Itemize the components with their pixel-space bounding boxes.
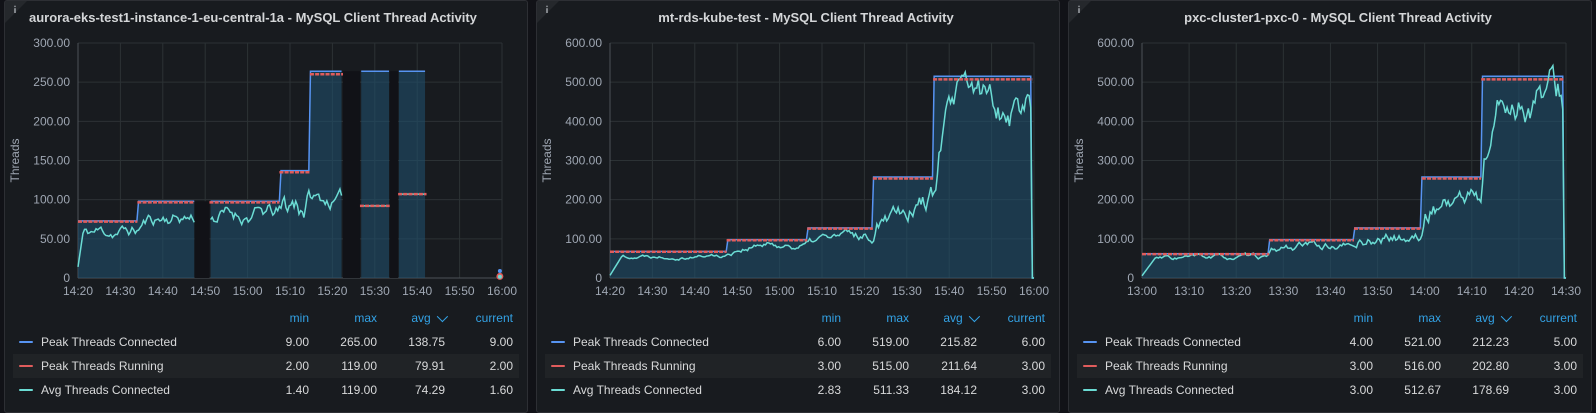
svg-text:14:30: 14:30	[1551, 284, 1581, 298]
svg-text:200.00: 200.00	[33, 114, 70, 128]
svg-text:14:50: 14:50	[190, 284, 220, 298]
svg-text:600.00: 600.00	[565, 36, 602, 50]
svg-text:16:00: 16:00	[487, 284, 517, 298]
svg-text:14:00: 14:00	[1410, 284, 1440, 298]
svg-text:150.00: 150.00	[33, 154, 70, 168]
svg-text:0: 0	[595, 271, 602, 285]
svg-text:14:20: 14:20	[63, 284, 93, 298]
svg-text:100.00: 100.00	[565, 232, 602, 246]
svg-text:100.00: 100.00	[1097, 232, 1134, 246]
svg-text:15:20: 15:20	[317, 284, 347, 298]
svg-text:15:50: 15:50	[977, 284, 1007, 298]
svg-text:13:30: 13:30	[1268, 284, 1298, 298]
svg-text:15:10: 15:10	[807, 284, 837, 298]
svg-text:15:30: 15:30	[360, 284, 390, 298]
svg-text:0: 0	[1127, 271, 1134, 285]
svg-text:13:00: 13:00	[1127, 284, 1157, 298]
svg-text:16:00: 16:00	[1019, 284, 1049, 298]
svg-text:50.00: 50.00	[40, 232, 70, 246]
svg-text:200.00: 200.00	[565, 193, 602, 207]
svg-text:15:40: 15:40	[934, 284, 964, 298]
svg-text:14:50: 14:50	[722, 284, 752, 298]
svg-text:13:50: 13:50	[1363, 284, 1393, 298]
svg-text:Threads: Threads	[8, 138, 22, 182]
svg-text:Threads: Threads	[540, 138, 554, 182]
svg-text:600.00: 600.00	[1097, 36, 1134, 50]
svg-text:14:10: 14:10	[1457, 284, 1487, 298]
svg-text:500.00: 500.00	[1097, 75, 1134, 89]
svg-text:15:00: 15:00	[765, 284, 795, 298]
svg-text:14:20: 14:20	[1504, 284, 1534, 298]
svg-text:300.00: 300.00	[33, 36, 70, 50]
svg-text:14:30: 14:30	[105, 284, 135, 298]
svg-text:300.00: 300.00	[565, 154, 602, 168]
svg-text:400.00: 400.00	[565, 114, 602, 128]
svg-text:400.00: 400.00	[1097, 114, 1134, 128]
svg-text:0: 0	[63, 271, 70, 285]
svg-text:14:40: 14:40	[680, 284, 710, 298]
svg-text:13:10: 13:10	[1174, 284, 1204, 298]
svg-text:13:20: 13:20	[1221, 284, 1251, 298]
svg-text:14:20: 14:20	[595, 284, 625, 298]
svg-text:300.00: 300.00	[1097, 154, 1134, 168]
svg-text:15:10: 15:10	[275, 284, 305, 298]
svg-text:15:40: 15:40	[402, 284, 432, 298]
svg-text:15:30: 15:30	[892, 284, 922, 298]
svg-text:15:50: 15:50	[445, 284, 475, 298]
svg-text:200.00: 200.00	[1097, 193, 1134, 207]
svg-text:250.00: 250.00	[33, 75, 70, 89]
svg-text:14:30: 14:30	[637, 284, 667, 298]
svg-text:100.00: 100.00	[33, 193, 70, 207]
svg-text:Threads: Threads	[1072, 138, 1086, 182]
svg-text:15:00: 15:00	[233, 284, 263, 298]
svg-text:13:40: 13:40	[1315, 284, 1345, 298]
svg-text:14:40: 14:40	[148, 284, 178, 298]
svg-text:500.00: 500.00	[565, 75, 602, 89]
svg-text:15:20: 15:20	[849, 284, 879, 298]
